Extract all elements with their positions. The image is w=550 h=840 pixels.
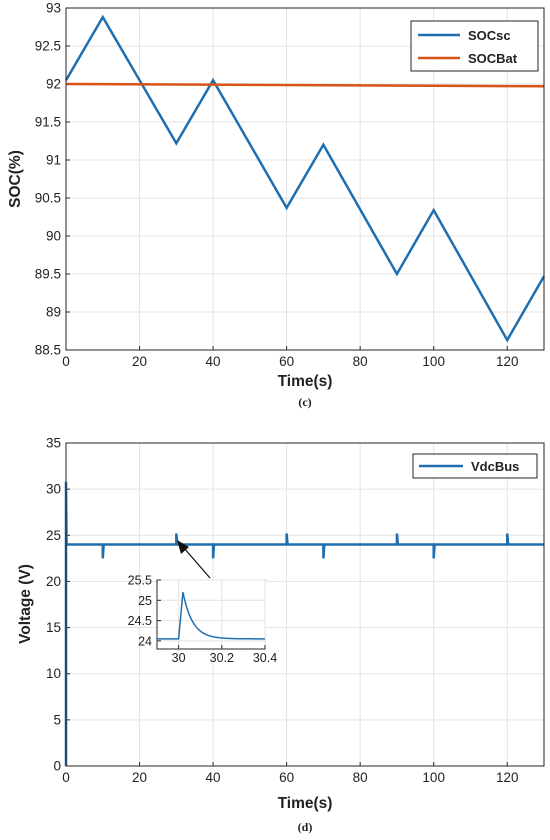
soc-x-tick-label: 120 bbox=[496, 354, 519, 369]
voltage-legend: VdcBus bbox=[412, 453, 538, 479]
soc-y-axis-label: SOC(%) bbox=[7, 150, 24, 208]
soc-x-tick-label: 60 bbox=[279, 354, 294, 369]
voltage-y-tick-label: 10 bbox=[46, 666, 61, 681]
zoom-arrow bbox=[177, 540, 211, 579]
soc-legend-box bbox=[410, 20, 539, 72]
soc-series-line-socsc bbox=[64, 14, 546, 343]
inset-series bbox=[157, 592, 265, 640]
soc-series bbox=[64, 14, 546, 343]
voltage-x-tick-label: 0 bbox=[62, 770, 70, 785]
inset-y-tick-labels: 24 24.5 25 25.5 bbox=[128, 574, 152, 649]
zoom-inset: 30 30.2 30.4 24 24.5 25 25.5 bbox=[128, 574, 278, 666]
soc-x-tick-label: 80 bbox=[353, 354, 368, 369]
inset-y-tick-label: 24 bbox=[138, 634, 152, 648]
voltage-plot-area bbox=[66, 443, 544, 766]
soc-y-tick-label: 93 bbox=[46, 1, 61, 16]
inset-series-line-vdcbus bbox=[157, 592, 265, 640]
soc-y-tick-label: 92.5 bbox=[35, 39, 61, 54]
soc-legend-label-socsc: SOCsc bbox=[468, 28, 511, 43]
soc-legend-label-socbat: SOCBat bbox=[468, 51, 518, 66]
voltage-x-tick-label: 100 bbox=[422, 770, 445, 785]
inset-x-tick-label: 30.2 bbox=[210, 651, 234, 665]
voltage-x-tick-label: 80 bbox=[353, 770, 368, 785]
soc-legend: SOCsc SOCBat bbox=[410, 20, 539, 72]
soc-y-tick-labels: 88.5 89 89.5 90 90.5 91 91.5 92 92.5 93 bbox=[35, 1, 61, 358]
inset-y-tick-label: 25.5 bbox=[128, 574, 152, 588]
soc-series-line-socbat bbox=[65, 82, 545, 88]
soc-x-tick-label: 40 bbox=[206, 354, 221, 369]
inset-y-tick-label: 24.5 bbox=[128, 614, 152, 628]
soc-y-tick-label: 91 bbox=[46, 153, 61, 168]
voltage-y-tick-label: 15 bbox=[46, 620, 61, 635]
soc-x-axis-label: Time(s) bbox=[278, 373, 333, 390]
voltage-series-line-vdcbus bbox=[64, 481, 544, 766]
voltage-y-tick-label: 35 bbox=[46, 436, 61, 451]
soc-chart-caption: (c) bbox=[298, 395, 311, 409]
inset-x-tick-labels: 30 30.2 30.4 bbox=[172, 651, 278, 665]
voltage-series bbox=[64, 481, 544, 766]
soc-y-tick-label: 91.5 bbox=[35, 115, 61, 130]
voltage-y-tick-label: 25 bbox=[46, 528, 61, 543]
inset-x-tick-label: 30 bbox=[172, 651, 186, 665]
voltage-x-axis-label: Time(s) bbox=[278, 795, 333, 812]
voltage-y-tick-label: 20 bbox=[46, 574, 61, 589]
voltage-x-tick-label: 20 bbox=[132, 770, 147, 785]
inset-plot-area bbox=[156, 579, 266, 650]
voltage-x-tick-label: 120 bbox=[496, 770, 519, 785]
soc-y-tick-label: 90.5 bbox=[35, 191, 61, 206]
voltage-x-tick-label: 40 bbox=[206, 770, 221, 785]
voltage-chart-caption: (d) bbox=[298, 820, 313, 834]
soc-y-tick-label: 92 bbox=[46, 77, 61, 92]
soc-x-tick-labels: 0 20 40 60 80 100 120 bbox=[62, 354, 518, 369]
voltage-x-tick-label: 60 bbox=[279, 770, 294, 785]
voltage-y-axis-label: Voltage (V) bbox=[17, 564, 34, 644]
soc-x-tick-label: 20 bbox=[132, 354, 147, 369]
soc-plot-frame bbox=[65, 7, 545, 351]
inset-x-tick-label: 30.4 bbox=[253, 651, 277, 665]
soc-y-tick-label: 89 bbox=[46, 305, 61, 320]
voltage-x-tick-labels: 0 20 40 60 80 100 120 bbox=[62, 770, 518, 785]
voltage-y-tick-label: 30 bbox=[46, 482, 61, 497]
voltage-plot-frame bbox=[65, 442, 545, 767]
inset-y-tick-label: 25 bbox=[138, 594, 152, 608]
soc-y-tick-label: 88.5 bbox=[35, 343, 61, 358]
soc-x-tick-label: 0 bbox=[62, 354, 70, 369]
soc-y-tick-label: 90 bbox=[46, 229, 61, 244]
voltage-y-tick-label: 0 bbox=[53, 759, 61, 774]
voltage-y-tick-label: 5 bbox=[53, 712, 61, 727]
soc-chart: 0 20 40 60 80 100 120 88.5 89 89.5 90 90.5 91 91.5 92… bbox=[7, 1, 546, 409]
soc-y-tick-label: 89.5 bbox=[35, 267, 61, 282]
voltage-y-tick-labels: 0 5 10 15 20 25 30 35 bbox=[46, 436, 61, 774]
soc-x-tick-label: 100 bbox=[422, 354, 445, 369]
inset-grid bbox=[157, 579, 266, 649]
voltage-legend-label-vdcbus: VdcBus bbox=[471, 459, 519, 474]
voltage-chart: 0 20 40 60 80 100 120 0 5 10 15 20 25 30 35 Time(s) V… bbox=[17, 436, 545, 834]
